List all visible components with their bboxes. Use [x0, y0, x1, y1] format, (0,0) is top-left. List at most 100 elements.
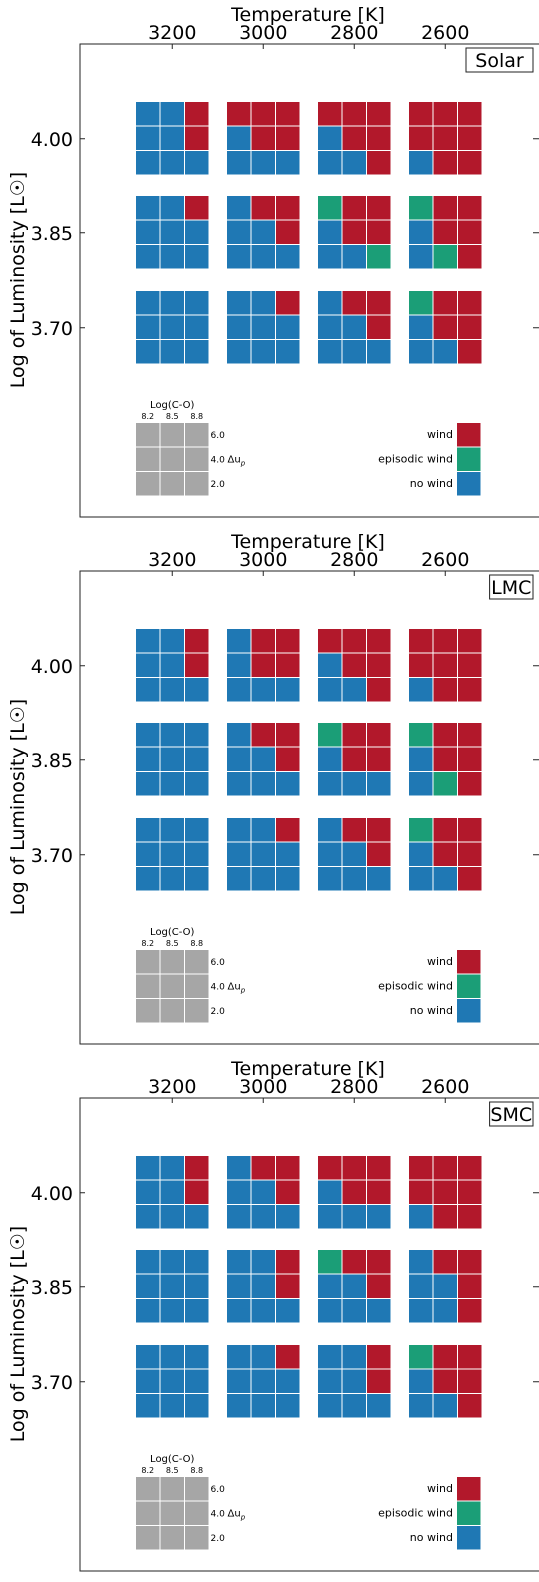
cell-no-wind: [227, 1156, 251, 1180]
cell-wind: [342, 291, 366, 315]
cell-block: [136, 723, 209, 796]
cell-no-wind: [409, 1394, 433, 1418]
cell-no-wind: [136, 245, 160, 269]
cell-wind: [367, 629, 391, 653]
cell-block: [409, 629, 482, 702]
cell-no-wind: [227, 291, 251, 315]
cell-no-wind: [185, 315, 209, 339]
legend-grid-col-label: 8.8: [190, 1466, 203, 1475]
legend-swatch: [457, 1477, 481, 1501]
cell-no-wind: [318, 867, 342, 891]
x-tick-label: 2800: [330, 549, 378, 571]
cell-no-wind: [433, 1274, 457, 1298]
cell-no-wind: [160, 678, 184, 702]
cell-no-wind: [227, 747, 251, 771]
cell-no-wind: [136, 867, 160, 891]
cell-block: [227, 1250, 300, 1323]
cell-no-wind: [251, 1274, 275, 1298]
cell-block: [409, 102, 482, 175]
legend-grid-col-label: 8.5: [166, 1466, 179, 1475]
legend-row-axis-label: Δup: [228, 455, 246, 468]
cell-no-wind: [160, 1250, 184, 1274]
cell-wind: [342, 1180, 366, 1204]
cell-wind: [318, 1156, 342, 1180]
cell-episodic-wind: [409, 196, 433, 220]
legend-grid-col-label: 8.8: [190, 939, 203, 948]
cell-no-wind: [160, 102, 184, 126]
legend-grid-cell: [185, 1501, 209, 1525]
cell-wind: [433, 220, 457, 244]
cell-no-wind: [318, 1345, 342, 1369]
cell-wind: [276, 1250, 300, 1274]
cell-wind: [433, 151, 457, 175]
cell-wind: [185, 629, 209, 653]
cell-wind: [342, 818, 366, 842]
cell-block: [409, 291, 482, 364]
x-tick-label: 2600: [421, 549, 469, 571]
cell-no-wind: [342, 1205, 366, 1229]
cell-wind: [276, 1274, 300, 1298]
cell-wind: [367, 126, 391, 150]
cell-no-wind: [160, 747, 184, 771]
legend-grid-cell: [185, 447, 209, 471]
cell-no-wind: [276, 842, 300, 866]
cell-wind: [276, 126, 300, 150]
cell-no-wind: [433, 340, 457, 364]
cell-block: [318, 102, 391, 175]
cell-wind: [251, 629, 275, 653]
cell-episodic-wind: [409, 291, 433, 315]
legend-grid-row-label: 6.0: [211, 1485, 226, 1495]
cell-wind: [367, 1369, 391, 1393]
cell-wind: [458, 340, 482, 364]
cell-wind: [433, 1205, 457, 1229]
cell-wind: [433, 629, 457, 653]
cell-no-wind: [185, 747, 209, 771]
cell-no-wind: [185, 340, 209, 364]
cell-wind: [458, 245, 482, 269]
cell-no-wind: [136, 291, 160, 315]
cell-wind: [458, 1205, 482, 1229]
cell-wind: [251, 653, 275, 677]
legend-swatch: [457, 999, 481, 1023]
cell-wind: [227, 102, 251, 126]
legend-swatch: [457, 423, 481, 447]
cell-wind: [185, 653, 209, 677]
cell-no-wind: [136, 1156, 160, 1180]
x-tick-label: 3000: [239, 549, 287, 571]
cell-no-wind: [160, 1274, 184, 1298]
cell-block: [318, 291, 391, 364]
cell-wind: [342, 747, 366, 771]
cell-no-wind: [276, 1369, 300, 1393]
legend-row-axis-subscript: p: [240, 987, 246, 995]
x-tick-label: 3200: [148, 549, 196, 571]
cell-block: [227, 818, 300, 891]
cell-no-wind: [185, 1345, 209, 1369]
legend-grid-cell: [160, 1477, 184, 1501]
cell-no-wind: [409, 1299, 433, 1323]
cell-no-wind: [160, 1205, 184, 1229]
cell-no-wind: [342, 678, 366, 702]
cell-wind: [367, 291, 391, 315]
cell-block: [227, 1345, 300, 1418]
cell-block: [136, 1345, 209, 1418]
cell-no-wind: [160, 1369, 184, 1393]
cell-block: [227, 723, 300, 796]
cell-no-wind: [318, 1299, 342, 1323]
legend-grid-col-label: 8.5: [166, 939, 179, 948]
cell-no-wind: [136, 102, 160, 126]
cell-no-wind: [251, 1394, 275, 1418]
legend-entry-label: episodic wind: [378, 980, 453, 993]
cell-wind: [433, 1369, 457, 1393]
x-tick-label: 2600: [421, 1076, 469, 1098]
cell-block: [136, 1156, 209, 1229]
cell-no-wind: [160, 1180, 184, 1204]
y-tick-label: 3.70: [31, 1372, 73, 1394]
panel-smc: Temperature [K] 3200 3000 2800 2600 4.00 3.85 3…: [7, 1058, 539, 1572]
cell-episodic-wind: [318, 1250, 342, 1274]
axes-frame: [79, 570, 539, 1045]
legend-swatch: [457, 950, 481, 974]
cell-block: [409, 1345, 482, 1418]
cell-wind: [458, 102, 482, 126]
x-tick-label: 2800: [330, 22, 378, 44]
legend-row-axis-symbol: Δu: [228, 1509, 241, 1520]
